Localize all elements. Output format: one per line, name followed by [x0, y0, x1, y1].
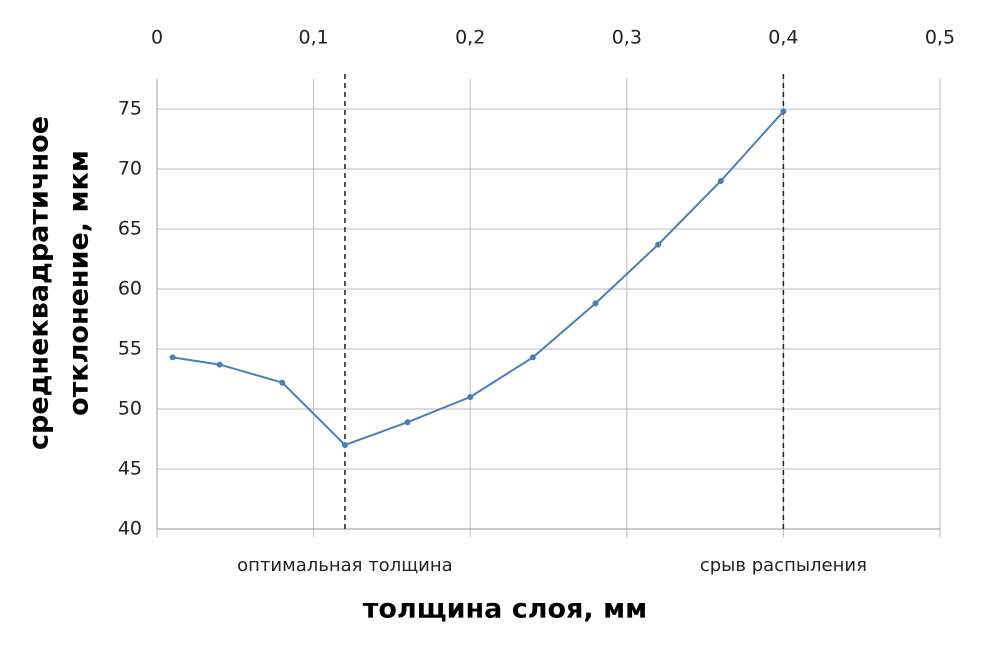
x-tick-label: 0,3: [612, 27, 642, 49]
y-axis-title: среднеквадратичное отклонение, мкм: [24, 116, 95, 450]
point: [467, 394, 474, 400]
x-tick-label: 0,4: [768, 27, 798, 49]
x-tick-label: 0,5: [925, 27, 955, 49]
point: [780, 108, 787, 115]
y-tick-label: 40: [118, 518, 142, 540]
y-tick-label: 60: [118, 278, 142, 300]
point: [655, 241, 662, 248]
line: [172, 110, 785, 447]
x-tick-label: 0: [151, 27, 163, 49]
point: [341, 442, 348, 448]
y-axis-title-line: среднеквадратичное: [24, 116, 55, 450]
point: [529, 354, 536, 361]
annotation: срыв распыления: [700, 555, 867, 576]
point: [592, 300, 599, 307]
point: [169, 354, 176, 361]
y-tick-label: 75: [118, 98, 142, 120]
x-tick-label: 0,2: [455, 27, 485, 49]
y-tick-label: 70: [118, 158, 142, 180]
annotation: оптимальная толщина: [237, 555, 453, 576]
y-tick-label: 55: [118, 338, 142, 360]
point: [279, 379, 286, 386]
point: [404, 419, 411, 426]
y-tick-label: 65: [118, 218, 142, 240]
y-axis-title-line: отклонение, мкм: [64, 150, 95, 416]
y-tick-label: 45: [118, 458, 142, 480]
x-tick-label: 0,1: [298, 27, 328, 49]
point: [717, 178, 724, 184]
x-axis-title: толщина слоя, мм: [363, 594, 647, 625]
point: [216, 361, 223, 368]
y-tick-label: 50: [118, 398, 142, 420]
